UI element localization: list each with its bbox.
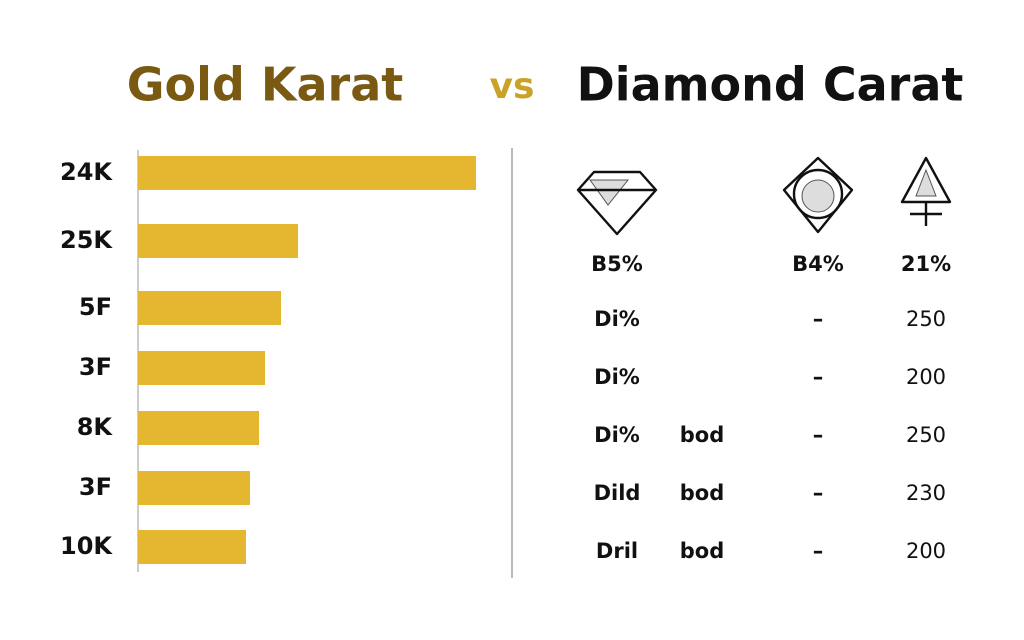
table-cell: – — [813, 481, 824, 505]
table-cell: Di% — [594, 423, 640, 447]
y-tick-label: 5F — [79, 293, 112, 321]
table-header: B5% — [591, 252, 643, 276]
chart-title: Gold Karat — [127, 58, 403, 112]
y-tick-label: 8K — [77, 413, 114, 441]
table-cell: – — [813, 539, 824, 563]
y-tick-label: 24K — [60, 158, 113, 186]
bar — [138, 351, 265, 385]
table-cell: bod — [680, 539, 725, 563]
diamond-icon — [576, 170, 658, 236]
table-cell: bod — [680, 481, 725, 505]
bar — [138, 530, 246, 564]
bar — [138, 156, 476, 190]
bar — [138, 471, 250, 505]
table-cell: Dril — [596, 539, 638, 563]
table-title: Diamond Carat — [577, 58, 964, 112]
pear-diamond-icon — [900, 156, 952, 226]
table-cell: 200 — [906, 539, 946, 563]
table-header: 21% — [901, 252, 951, 276]
y-tick-label: 3F — [79, 353, 112, 381]
table-cell: Di% — [594, 365, 640, 389]
y-tick-label: 10K — [60, 532, 113, 560]
table-cell: – — [813, 423, 824, 447]
table-cell: 250 — [906, 307, 946, 331]
bar — [138, 291, 281, 325]
table-cell: 250 — [906, 423, 946, 447]
table-header: B4% — [792, 252, 844, 276]
table-cell: 230 — [906, 481, 946, 505]
y-tick-label: 3F — [79, 473, 112, 501]
table-cell: bod — [680, 423, 725, 447]
round-diamond-icon — [782, 156, 854, 234]
table-cell: Dild — [594, 481, 641, 505]
table-cell: – — [813, 307, 824, 331]
table-cell: – — [813, 365, 824, 389]
bar — [138, 411, 259, 445]
table-cell: 200 — [906, 365, 946, 389]
table-cell: Di% — [594, 307, 640, 331]
bar — [138, 224, 298, 258]
y-tick-label: 25K — [60, 226, 113, 254]
vs-label: vs — [490, 66, 535, 107]
